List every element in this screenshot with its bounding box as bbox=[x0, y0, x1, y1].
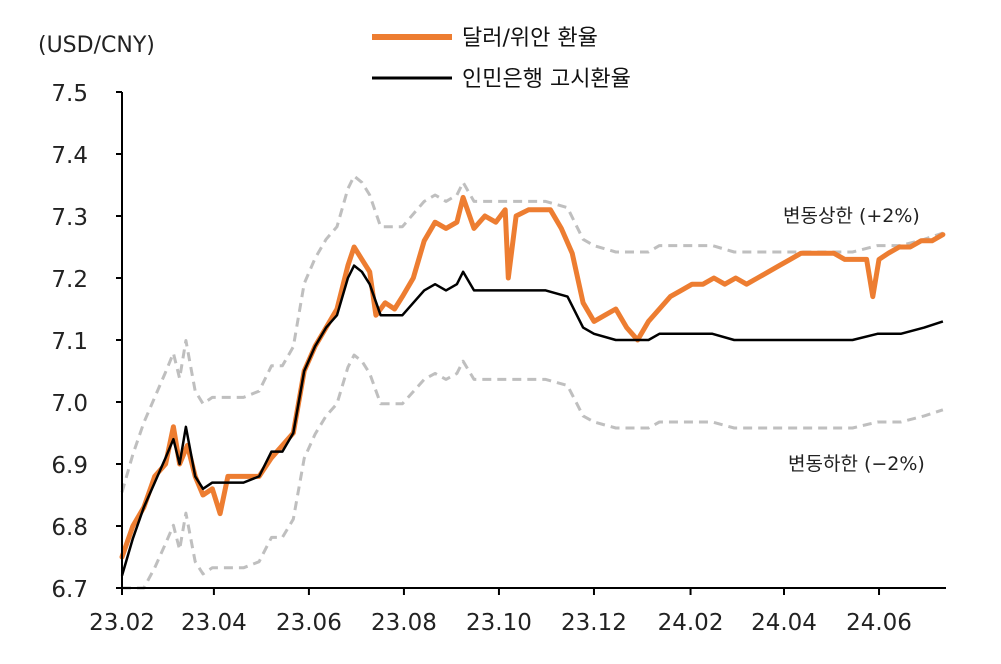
y-tick-label: 7.2 bbox=[51, 267, 88, 293]
y-tick-label: 7.1 bbox=[51, 329, 88, 355]
y-tick-label: 6.8 bbox=[51, 515, 88, 541]
series-layer bbox=[119, 194, 946, 576]
y-tick-label: 7.3 bbox=[51, 205, 88, 231]
x-tick-label: 23.04 bbox=[181, 610, 247, 636]
legend-label-usdcny: 달러/위안 환율 bbox=[462, 26, 598, 51]
x-tick-label: 23.12 bbox=[561, 610, 627, 636]
y-tick-label: 7.0 bbox=[51, 391, 88, 417]
y-tick-label: 6.9 bbox=[51, 453, 88, 479]
lower-band-line bbox=[122, 353, 944, 590]
usdcny-line bbox=[119, 194, 946, 560]
pboc-fixing-line bbox=[120, 264, 944, 576]
x-tick-label: 23.06 bbox=[276, 610, 342, 636]
legend: 달러/위안 환율 인민은행 고시환율 bbox=[372, 26, 631, 92]
y-axis-unit-label: (USD/CNY) bbox=[38, 33, 155, 58]
axis-layer: 6.7 6.8 6.9 7.0 7.1 7.2 7.3 7.4 7.5 23.02 23.04 23.… bbox=[51, 81, 946, 636]
x-tick-label: 23.02 bbox=[89, 610, 155, 636]
lower-band-annotation: 변동하한 (−2%) bbox=[788, 453, 925, 475]
y-tick-label: 6.7 bbox=[51, 577, 88, 603]
legend-label-pboc-fixing: 인민은행 고시환율 bbox=[462, 67, 631, 92]
x-tick-label: 23.08 bbox=[371, 610, 437, 636]
x-tick-label: 23.10 bbox=[466, 610, 532, 636]
y-tick-label: 7.4 bbox=[51, 143, 88, 169]
band-layer bbox=[120, 174, 944, 590]
upper-band-annotation: 변동상한 (+2%) bbox=[783, 205, 920, 227]
x-tick-label: 24.02 bbox=[658, 610, 724, 636]
x-tick-label: 24.06 bbox=[846, 610, 912, 636]
y-tick-label: 7.5 bbox=[51, 81, 88, 107]
upper-band-line bbox=[120, 174, 944, 493]
x-tick-label: 24.04 bbox=[751, 610, 817, 636]
